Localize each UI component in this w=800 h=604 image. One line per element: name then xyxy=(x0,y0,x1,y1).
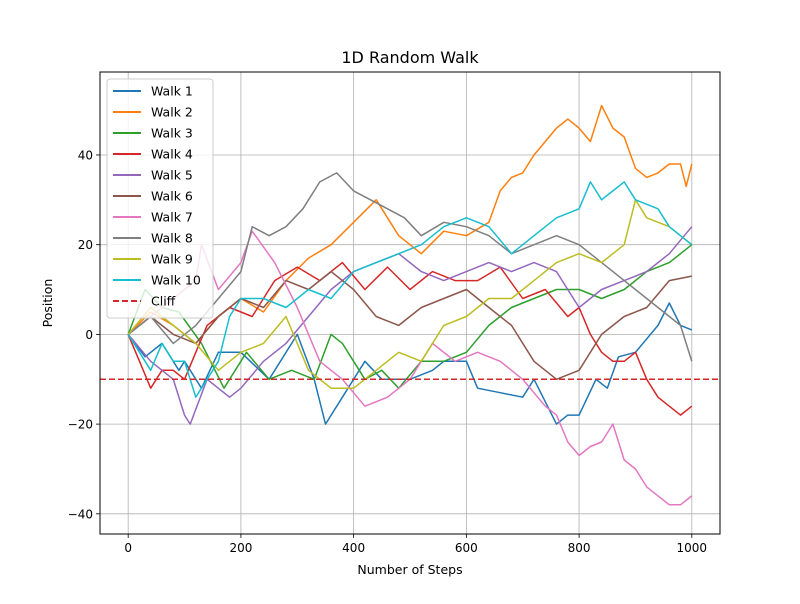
tick-layer: 0 200 400 600 800 1000 −40 −20 0 20 40 xyxy=(68,148,707,555)
x-tick-label: 400 xyxy=(342,541,365,555)
y-axis-label: Position xyxy=(40,279,55,328)
legend-label: Walk 10 xyxy=(151,273,201,288)
chart-title: 1D Random Walk xyxy=(341,48,479,67)
legend-label: Walk 6 xyxy=(151,189,193,204)
series-line-walk-2 xyxy=(127,104,693,345)
y-tick-label: 20 xyxy=(78,238,93,252)
y-tick-label: −20 xyxy=(68,418,93,432)
legend-label: Walk 9 xyxy=(151,252,193,267)
series-line-walk-9 xyxy=(127,199,693,389)
x-tick-label: 600 xyxy=(455,541,478,555)
legend-label: Walk 8 xyxy=(151,231,193,246)
series-line-walk-7 xyxy=(127,230,693,506)
x-tick-label: 1000 xyxy=(677,541,708,555)
x-tick-label: 800 xyxy=(568,541,591,555)
y-tick-label: −40 xyxy=(68,507,93,521)
legend-label: Walk 7 xyxy=(151,210,193,225)
legend-label: Walk 3 xyxy=(151,126,193,141)
series-line-walk-1 xyxy=(127,302,693,425)
legend: Walk 1 Walk 2 Walk 3 Walk 4 Walk 5 Walk 6 Walk… xyxy=(106,78,214,319)
series-line-walk-4 xyxy=(127,261,693,416)
series-line-walk-6 xyxy=(127,270,692,381)
y-tick-label: 40 xyxy=(78,148,93,162)
plot-frame xyxy=(99,71,721,535)
plot-layer xyxy=(100,104,720,506)
x-tick-label: 0 xyxy=(124,541,132,555)
x-axis-label: Number of Steps xyxy=(357,562,462,577)
y-tick-label: 0 xyxy=(85,328,93,342)
legend-label: Walk 1 xyxy=(151,84,193,99)
series-line-walk-3 xyxy=(127,244,693,389)
series-line-walk-10 xyxy=(127,181,693,398)
legend-label: Walk 4 xyxy=(151,147,193,162)
series-line-walk-8 xyxy=(127,172,693,362)
x-tick-label: 200 xyxy=(229,541,252,555)
legend-label: Walk 5 xyxy=(151,168,193,183)
legend-label: Cliff xyxy=(151,294,176,309)
legend-label: Walk 2 xyxy=(151,105,193,120)
